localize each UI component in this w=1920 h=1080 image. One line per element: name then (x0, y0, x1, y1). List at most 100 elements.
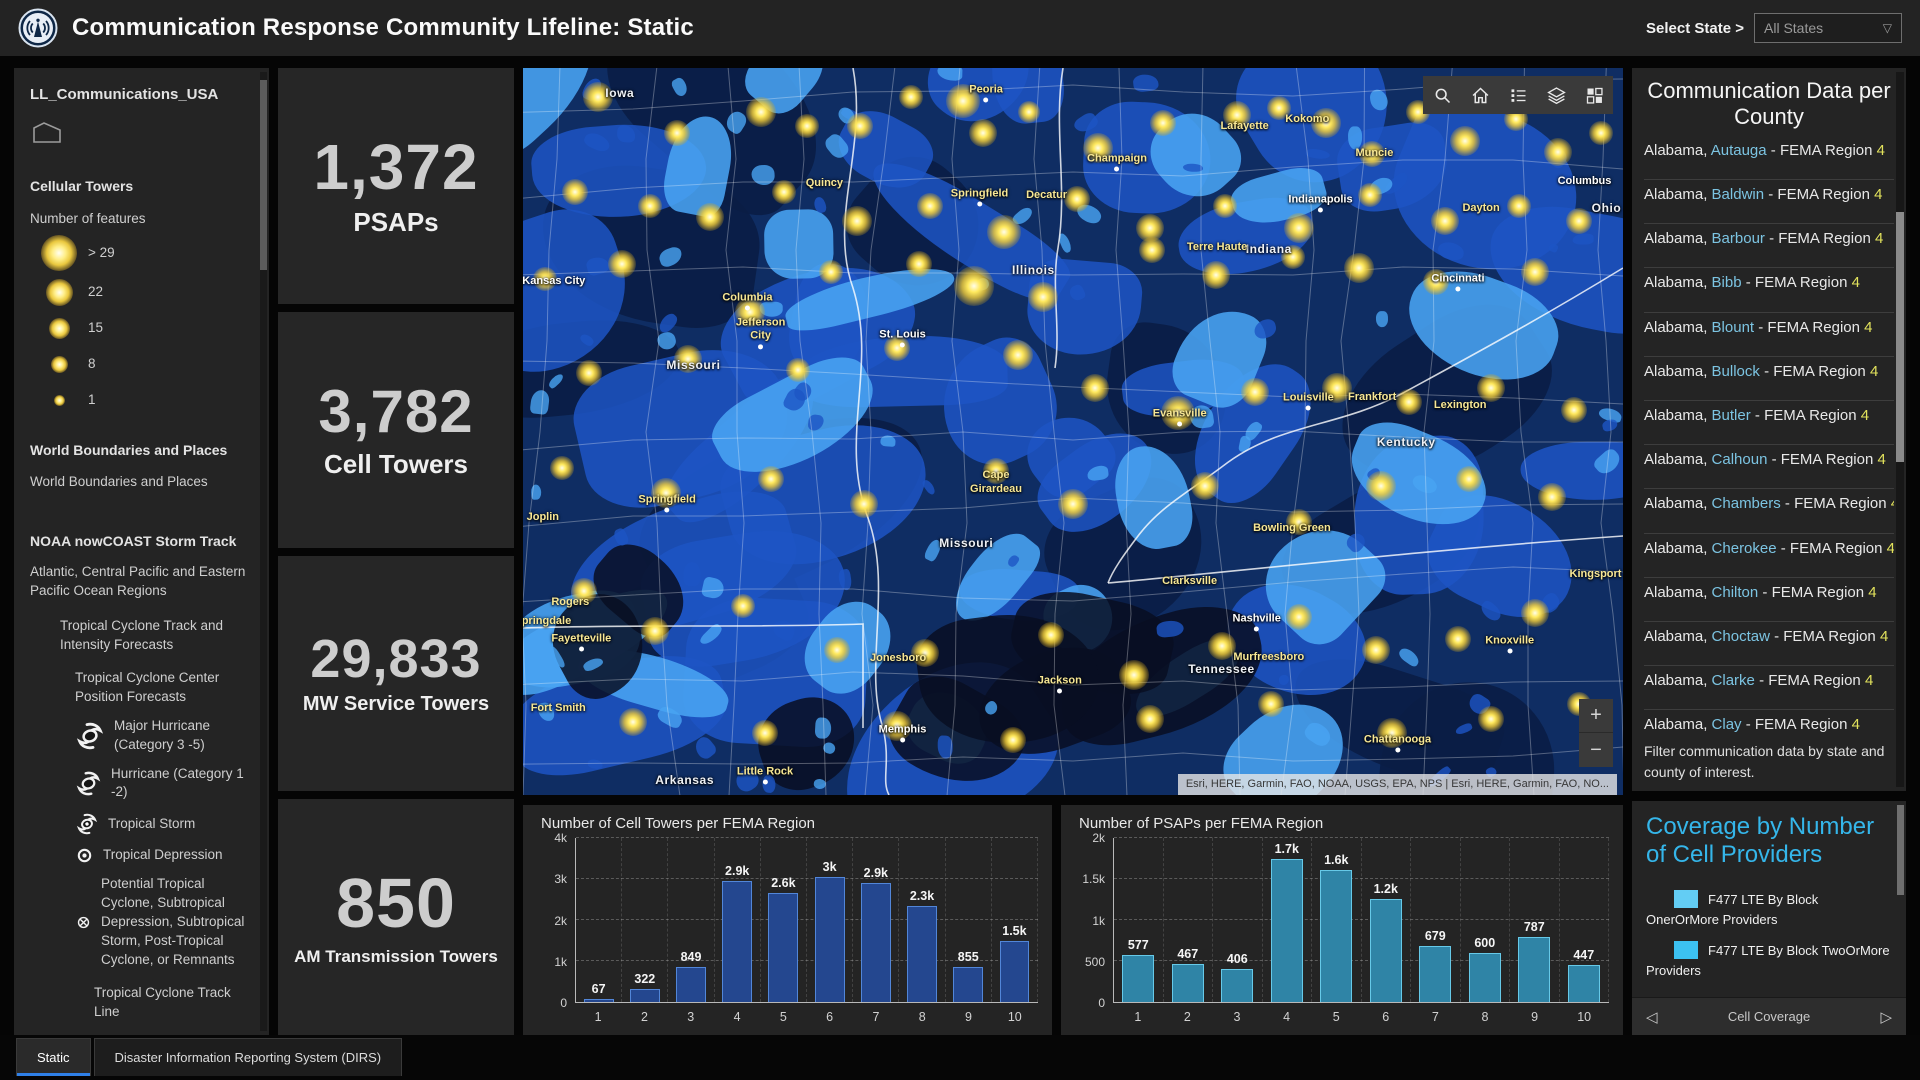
pager-prev-icon[interactable]: ◁ (1646, 1008, 1658, 1026)
legend-icon (1508, 85, 1529, 106)
county-row[interactable]: Alabama, Chilton - FEMA Region 4 (1644, 578, 1894, 622)
fema-region-number: 4 (1851, 716, 1860, 734)
county-name: Clay (1711, 716, 1742, 734)
tab-static[interactable]: Static (16, 1038, 91, 1076)
stat-label: MW Service Towers (302, 693, 490, 716)
fema-region-number: 4 (1868, 583, 1877, 601)
county-row[interactable]: Alabama, Blount - FEMA Region 4 (1644, 313, 1894, 357)
map-city-label: Clarksville (1162, 575, 1218, 588)
home-button[interactable] (1461, 76, 1499, 114)
tc-track-line-label: Tropical Cyclone Track Line (94, 984, 231, 1019)
feature-size-label: > 29 (88, 244, 115, 260)
county-name: Autauga (1710, 141, 1767, 159)
county-name: Bibb (1711, 274, 1742, 292)
coverage-scrollbar[interactable] (1897, 805, 1904, 895)
chart-bar (629, 988, 660, 1002)
sidebar-scrollbar[interactable] (260, 72, 267, 1031)
map-state-label: Ohio (1591, 200, 1622, 215)
county-row[interactable]: Alabama, Calhoun - FEMA Region 4 (1644, 445, 1894, 490)
chart-bar (1122, 954, 1155, 1002)
map-city-label: Quincy (805, 176, 844, 189)
tower-glow-dot (45, 278, 73, 306)
county-name: Cherokee (1711, 539, 1777, 557)
zoom-out-button[interactable]: − (1590, 738, 1602, 761)
bar-value-label: 1.7k (1274, 842, 1299, 857)
county-list-scrollbar[interactable] (1896, 72, 1904, 787)
county-row[interactable]: Alabama, Cherokee - FEMA Region 4 (1644, 534, 1894, 578)
chart-bar (907, 905, 937, 1002)
county-row[interactable]: Alabama, Bibb - FEMA Region 4 (1644, 268, 1894, 313)
map-city-label: Kansas City (523, 275, 586, 287)
map-city-label: Jonesboro (869, 652, 927, 665)
legend-button[interactable] (1499, 76, 1537, 114)
search-button[interactable] (1423, 76, 1461, 114)
tower-glow-dot (50, 355, 68, 373)
map-attribution: Esri, HERE, Garmin, FAO, NOAA, USGS, EPA… (1177, 774, 1617, 795)
storm-legend-label: Potential Tropical Cyclone, Subtropical … (101, 876, 245, 967)
fema-region-number: 4 (1864, 672, 1874, 690)
county-row[interactable]: Alabama, Bullock - FEMA Region 4 (1644, 357, 1894, 402)
county-row[interactable]: Alabama, Choctaw - FEMA Region 4 (1644, 622, 1894, 667)
tower-cluster-layer (523, 68, 1623, 795)
storm-legend-label: Hurricane (Category 1 -2) (111, 765, 244, 800)
tower-glow-dot (41, 235, 77, 272)
bar-value-label: 467 (1177, 946, 1199, 961)
county-row[interactable]: Alabama, Butler - FEMA Region 4 (1644, 401, 1894, 446)
tab-dirs[interactable]: Disaster Information Reporting System (D… (93, 1038, 403, 1076)
map-city-label: Cape Girardeau (970, 469, 1022, 495)
chart-x-axis: 1 2 3 4 5 6 7 8 9 10 (594, 1010, 1022, 1024)
layers-button[interactable] (1537, 76, 1575, 114)
boundaries-layer (523, 68, 1623, 795)
pager-next-icon[interactable]: ▷ (1880, 1008, 1892, 1026)
chart-bar (768, 893, 799, 1002)
fema-region-number: 4 (1851, 274, 1860, 292)
fema-region-number: 4 (1874, 186, 1883, 204)
fema-region-number: 4 (1876, 141, 1885, 159)
map-city-label: Springfield (951, 188, 1008, 207)
county-row[interactable]: Alabama, Clarke - FEMA Region 4 (1644, 666, 1894, 711)
county-panel-title: Communication Data per County (1647, 78, 1891, 129)
chart-bar (583, 999, 614, 1002)
bar-value-label: 2.9k (725, 864, 750, 879)
features-label: Number of features (30, 211, 146, 227)
county-row[interactable]: Alabama, Autauga - FEMA Region 4 (1644, 136, 1894, 181)
coverage-map[interactable]: Iowa Illinois Indiana Missouri Missouri Kentu… (523, 68, 1623, 795)
tropical-depression-icon (75, 846, 94, 865)
fema-region-number: 4 (1879, 627, 1889, 645)
tropical-storm-icon (75, 812, 99, 836)
noaa-storm-track-title: NOAA nowCOAST Storm Track (30, 532, 237, 549)
map-city-label: Springdale (523, 614, 572, 627)
county-name: Blount (1711, 318, 1755, 336)
city-marker-dot (762, 779, 768, 785)
stat-value: 3,782 (318, 377, 474, 445)
county-row[interactable]: Alabama, Baldwin - FEMA Region 4 (1644, 180, 1894, 225)
stat-card: 29,833 MW Service Towers (278, 555, 514, 792)
county-panel-footer: Filter communication data by state and c… (1644, 743, 1885, 780)
world-boundaries-sublabel: World Boundaries and Places (30, 473, 208, 489)
state-dropdown[interactable]: All States ▽ (1754, 13, 1902, 43)
fema-region-number: 4 (1864, 318, 1873, 336)
tower-glow-dot (53, 394, 65, 406)
county-row[interactable]: Alabama, Clay - FEMA Region 4 (1644, 710, 1894, 735)
chart-bar (676, 967, 706, 1002)
map-city-label: Columbus (1557, 175, 1612, 188)
zoom-in-button[interactable]: + (1579, 699, 1613, 733)
hurricane-icon (75, 770, 102, 797)
coverage-swatch (1674, 941, 1698, 960)
county-row[interactable]: Alabama, Chambers - FEMA Region 4 (1644, 489, 1894, 534)
map-city-label: Memphis (879, 724, 926, 743)
bar-value-label: 855 (957, 949, 979, 964)
county-row[interactable]: Alabama, Barbour - FEMA Region 4 (1644, 224, 1894, 269)
map-state-label: Illinois (1011, 263, 1055, 278)
basemap-button[interactable] (1575, 76, 1613, 114)
county-data-panel: Communication Data per County Alabama, A… (1632, 68, 1906, 791)
coverage-pager: ◁ Cell Coverage ▷ (1632, 997, 1906, 1035)
bar-value-label: 1.2k (1373, 881, 1398, 896)
chart-y-axis: 0 1k 2k 3k 4k (554, 831, 567, 1010)
city-marker-dot (1177, 421, 1183, 427)
chart-bar (722, 881, 753, 1002)
map-city-label: Dayton (1462, 201, 1500, 214)
place-labels-layer: Iowa Illinois Indiana Missouri Missouri Kentu… (523, 68, 1623, 795)
city-marker-dot (1305, 405, 1311, 411)
county-name: Choctaw (1711, 627, 1770, 645)
